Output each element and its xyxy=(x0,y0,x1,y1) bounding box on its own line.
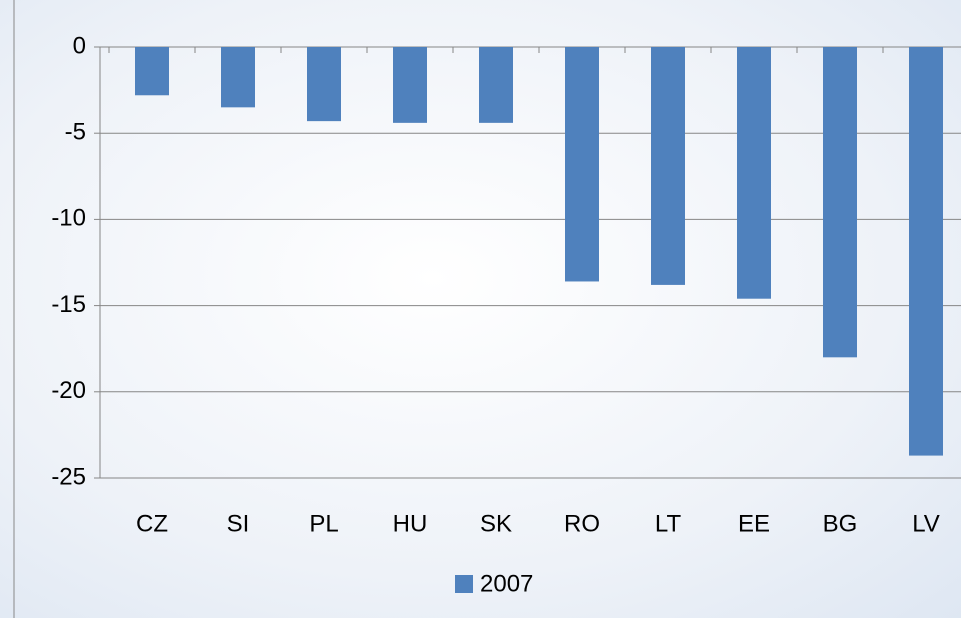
bar xyxy=(565,47,599,282)
legend-swatch xyxy=(455,575,473,593)
x-tick-label: SI xyxy=(227,510,250,537)
y-tick-label: -10 xyxy=(51,205,86,232)
x-tick-label: LT xyxy=(655,510,682,537)
legend-label: 2007 xyxy=(480,570,533,597)
y-tick-label: -15 xyxy=(51,291,86,318)
y-tick-label: 0 xyxy=(73,32,86,59)
y-tick-label: -20 xyxy=(51,377,86,404)
y-tick-label: -5 xyxy=(65,119,86,146)
bar xyxy=(823,47,857,358)
x-tick-label: HU xyxy=(393,510,428,537)
x-tick-label: LV xyxy=(912,510,940,537)
x-tick-label: EE xyxy=(738,510,770,537)
bar xyxy=(651,47,685,285)
bar xyxy=(737,47,771,299)
bar xyxy=(135,47,169,96)
bar xyxy=(393,47,427,123)
bar xyxy=(307,47,341,122)
y-tick-label: -25 xyxy=(51,463,86,490)
x-tick-label: PL xyxy=(309,510,338,537)
bar xyxy=(909,47,943,456)
bar xyxy=(221,47,255,108)
x-tick-label: SK xyxy=(480,510,512,537)
x-tick-label: BG xyxy=(823,510,858,537)
x-tick-label: RO xyxy=(564,510,600,537)
bar xyxy=(479,47,513,123)
x-tick-label: CZ xyxy=(136,510,168,537)
